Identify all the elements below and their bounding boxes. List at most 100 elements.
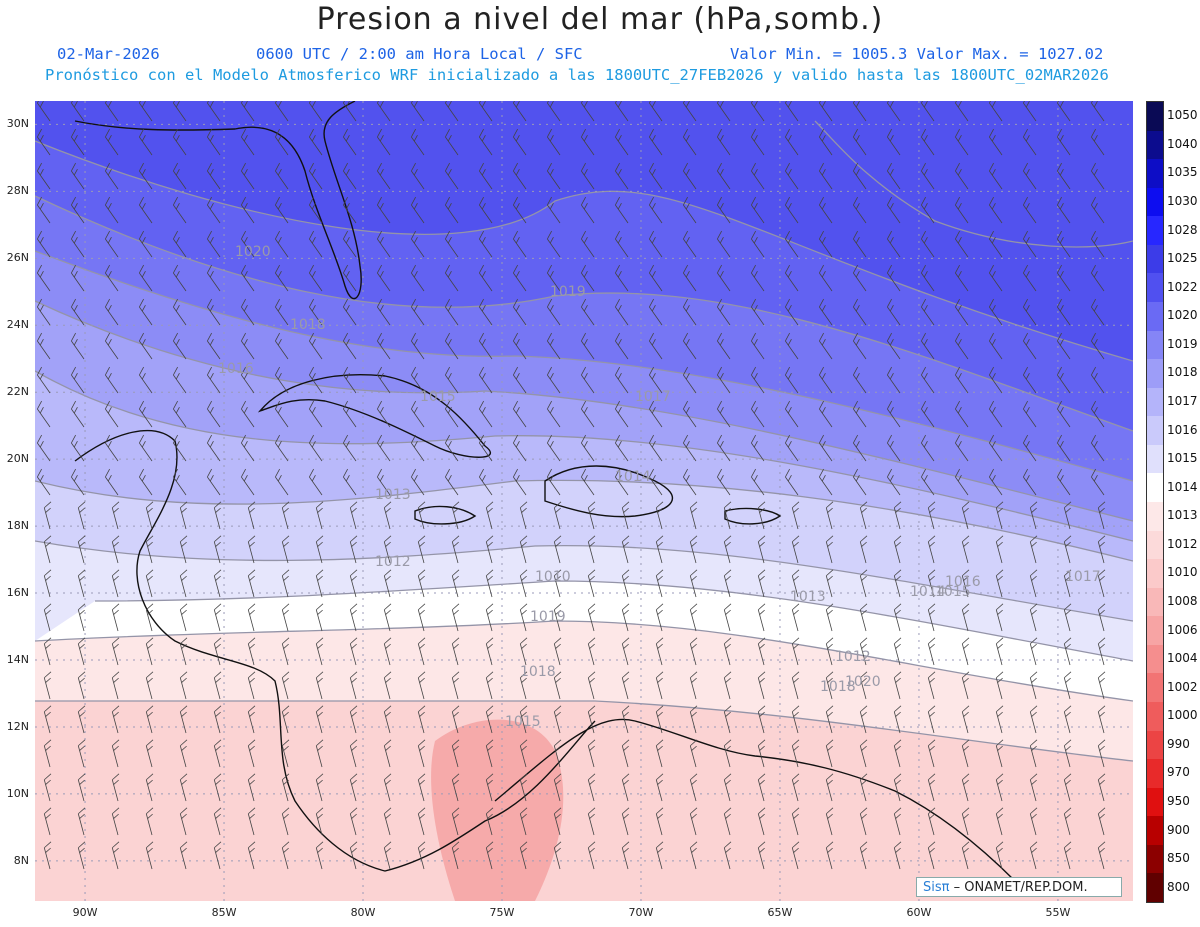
wind-barb bbox=[145, 705, 154, 734]
wind-barb bbox=[479, 264, 493, 292]
contour-label: 1015 bbox=[505, 714, 541, 730]
colorbar-segment bbox=[1147, 587, 1163, 617]
wind-barb bbox=[1057, 366, 1071, 394]
wind-barb bbox=[615, 366, 629, 394]
wind-barb bbox=[717, 196, 731, 224]
wind-barb bbox=[1023, 162, 1037, 190]
wind-barb bbox=[111, 637, 120, 666]
wind-barb bbox=[77, 603, 86, 632]
wind-barb bbox=[621, 569, 630, 598]
wind-barb bbox=[955, 366, 969, 394]
wind-barb bbox=[927, 841, 936, 870]
colorbar-label: 1013 bbox=[1167, 508, 1198, 523]
wind-barb bbox=[921, 162, 935, 190]
wind-barb bbox=[43, 739, 52, 768]
wind-barb bbox=[791, 671, 800, 700]
wind-barb bbox=[893, 569, 902, 598]
wind-barb bbox=[955, 332, 969, 360]
wind-barb bbox=[757, 603, 766, 632]
wind-barb bbox=[989, 332, 1003, 360]
isobar-line bbox=[35, 140, 1133, 362]
wind-barb bbox=[411, 230, 425, 258]
wind-barb bbox=[649, 332, 663, 360]
wind-barb bbox=[1091, 468, 1105, 496]
wind-barb bbox=[1029, 603, 1038, 632]
wind-barb bbox=[581, 434, 595, 462]
wind-barb bbox=[213, 739, 222, 768]
wind-barb bbox=[445, 128, 459, 156]
wind-barb bbox=[547, 230, 561, 258]
wind-barb bbox=[887, 162, 901, 190]
credit-logo: Sisπ bbox=[923, 880, 950, 895]
wind-barb bbox=[893, 637, 902, 666]
wind-barb bbox=[451, 535, 460, 564]
wind-barb bbox=[513, 101, 527, 122]
wind-barb bbox=[825, 569, 834, 598]
wind-barb bbox=[893, 807, 902, 836]
wind-barb bbox=[105, 468, 119, 496]
wind-barb bbox=[77, 671, 86, 700]
wind-barb bbox=[111, 807, 120, 836]
wind-barb bbox=[621, 841, 630, 870]
wind-barb bbox=[887, 230, 901, 258]
wind-barb bbox=[479, 366, 493, 394]
wind-barb bbox=[513, 298, 527, 326]
wind-barb bbox=[649, 128, 663, 156]
lat-tick-label: 22N bbox=[6, 385, 29, 399]
wind-barb bbox=[785, 196, 799, 224]
wind-barb bbox=[689, 569, 698, 598]
wind-barb bbox=[819, 298, 833, 326]
wind-barb bbox=[655, 569, 664, 598]
wind-barb bbox=[921, 101, 935, 122]
wind-barb bbox=[955, 128, 969, 156]
isobar-line bbox=[35, 540, 1133, 622]
wind-barb bbox=[723, 807, 732, 836]
wind-barb bbox=[757, 637, 766, 666]
wind-barb bbox=[751, 101, 765, 122]
wind-barb bbox=[105, 366, 119, 394]
wind-barb bbox=[961, 705, 970, 734]
wind-barb bbox=[315, 739, 324, 768]
wind-barb bbox=[587, 637, 596, 666]
wind-barb bbox=[451, 569, 460, 598]
wind-barb bbox=[479, 196, 493, 224]
colorbar-segment bbox=[1147, 702, 1163, 732]
wind-barb bbox=[1091, 332, 1105, 360]
wind-barb bbox=[1057, 230, 1071, 258]
wind-barb bbox=[145, 841, 154, 870]
wind-barb bbox=[621, 739, 630, 768]
wind-barb bbox=[111, 569, 120, 598]
wind-barb bbox=[139, 128, 153, 156]
wind-barb bbox=[377, 468, 391, 496]
wind-barb bbox=[621, 773, 630, 802]
wind-barb bbox=[655, 535, 664, 564]
colorbar-label: 900 bbox=[1167, 822, 1190, 837]
wind-barb bbox=[275, 230, 289, 258]
wind-barb bbox=[621, 603, 630, 632]
colorbar-segment bbox=[1147, 244, 1163, 274]
wind-barb bbox=[757, 501, 766, 530]
wind-barb bbox=[921, 196, 935, 224]
wind-barb bbox=[247, 671, 256, 700]
wind-barb bbox=[819, 264, 833, 292]
wind-barb bbox=[309, 332, 323, 360]
wind-barb bbox=[961, 739, 970, 768]
wind-barb bbox=[377, 366, 391, 394]
wind-barb bbox=[655, 705, 664, 734]
wind-barb bbox=[247, 739, 256, 768]
contour-label: 1019 bbox=[530, 609, 566, 625]
lat-tick-label: 10N bbox=[6, 786, 29, 800]
wind-barb bbox=[173, 332, 187, 360]
lon-tick-label: 80W bbox=[350, 906, 376, 919]
wind-barb bbox=[71, 128, 85, 156]
isobar-line bbox=[35, 700, 1133, 762]
wind-barb bbox=[513, 468, 527, 496]
wind-barb bbox=[213, 569, 222, 598]
wind-barb bbox=[377, 434, 391, 462]
wind-barb bbox=[587, 671, 596, 700]
wind-barb bbox=[1063, 501, 1072, 530]
wind-barb bbox=[649, 434, 663, 462]
wind-barb bbox=[139, 468, 153, 496]
colorbar-segment bbox=[1147, 559, 1163, 589]
wind-barb bbox=[751, 196, 765, 224]
